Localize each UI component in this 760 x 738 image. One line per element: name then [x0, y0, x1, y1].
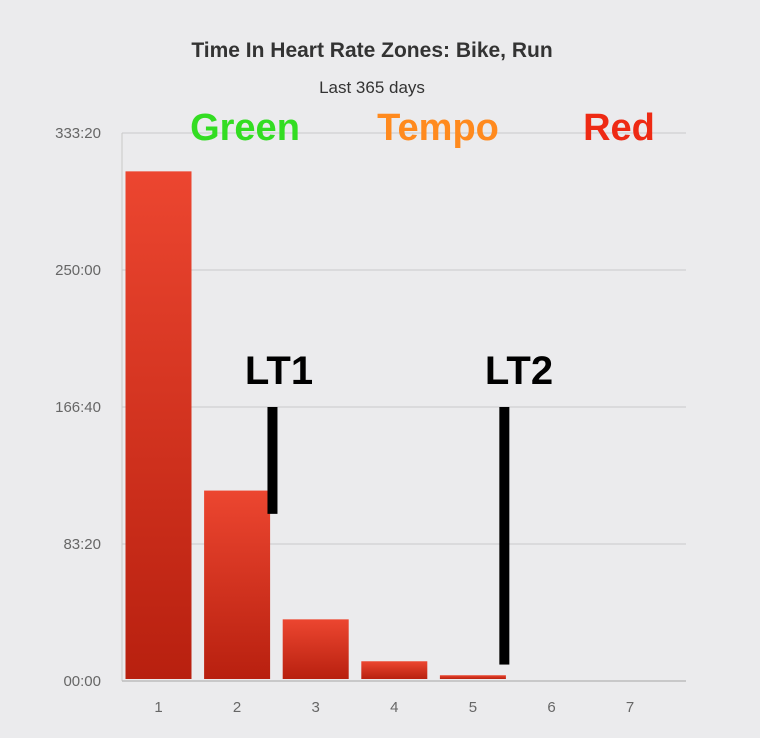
bar-zone-3 [282, 619, 349, 679]
x-tick-label: 2 [233, 699, 241, 716]
x-tick-label: 7 [626, 699, 634, 716]
bar-zone-2 [204, 490, 271, 679]
zone-label-tempo: Tempo [377, 107, 499, 149]
bars [125, 171, 506, 680]
y-tick-label: 00:00 [63, 673, 101, 690]
x-axis-ticks: 1 2 3 4 5 6 7 [154, 699, 634, 716]
chart-title: Time In Heart Rate Zones: Bike, Run [191, 39, 552, 62]
grid-lines [122, 132, 686, 545]
x-tick-label: 6 [547, 699, 555, 716]
y-axis-ticks: 00:00 83:20 166:40 250:00 333:20 [55, 125, 101, 690]
zone-label-red: Red [583, 107, 655, 149]
chart-subtitle: Last 365 days [319, 78, 425, 97]
x-tick-label: 5 [469, 699, 477, 716]
lt2-marker-line [499, 407, 510, 665]
lt2-label: LT2 [485, 349, 553, 393]
x-tick-label: 1 [154, 699, 162, 716]
y-tick-label: 250:00 [55, 262, 101, 279]
x-tick-label: 3 [312, 699, 320, 716]
bar-zone-1 [125, 171, 192, 680]
y-tick-label: 333:20 [55, 125, 101, 142]
y-tick-label: 83:20 [63, 536, 101, 553]
lt1-label: LT1 [245, 349, 313, 393]
zone-label-green: Green [190, 107, 300, 149]
threshold-markers [267, 407, 510, 665]
lt1-marker-line [267, 407, 278, 514]
bar-zone-4 [361, 661, 428, 679]
bar-zone-5 [439, 675, 506, 679]
x-tick-label: 4 [390, 699, 398, 716]
y-tick-label: 166:40 [55, 399, 101, 416]
